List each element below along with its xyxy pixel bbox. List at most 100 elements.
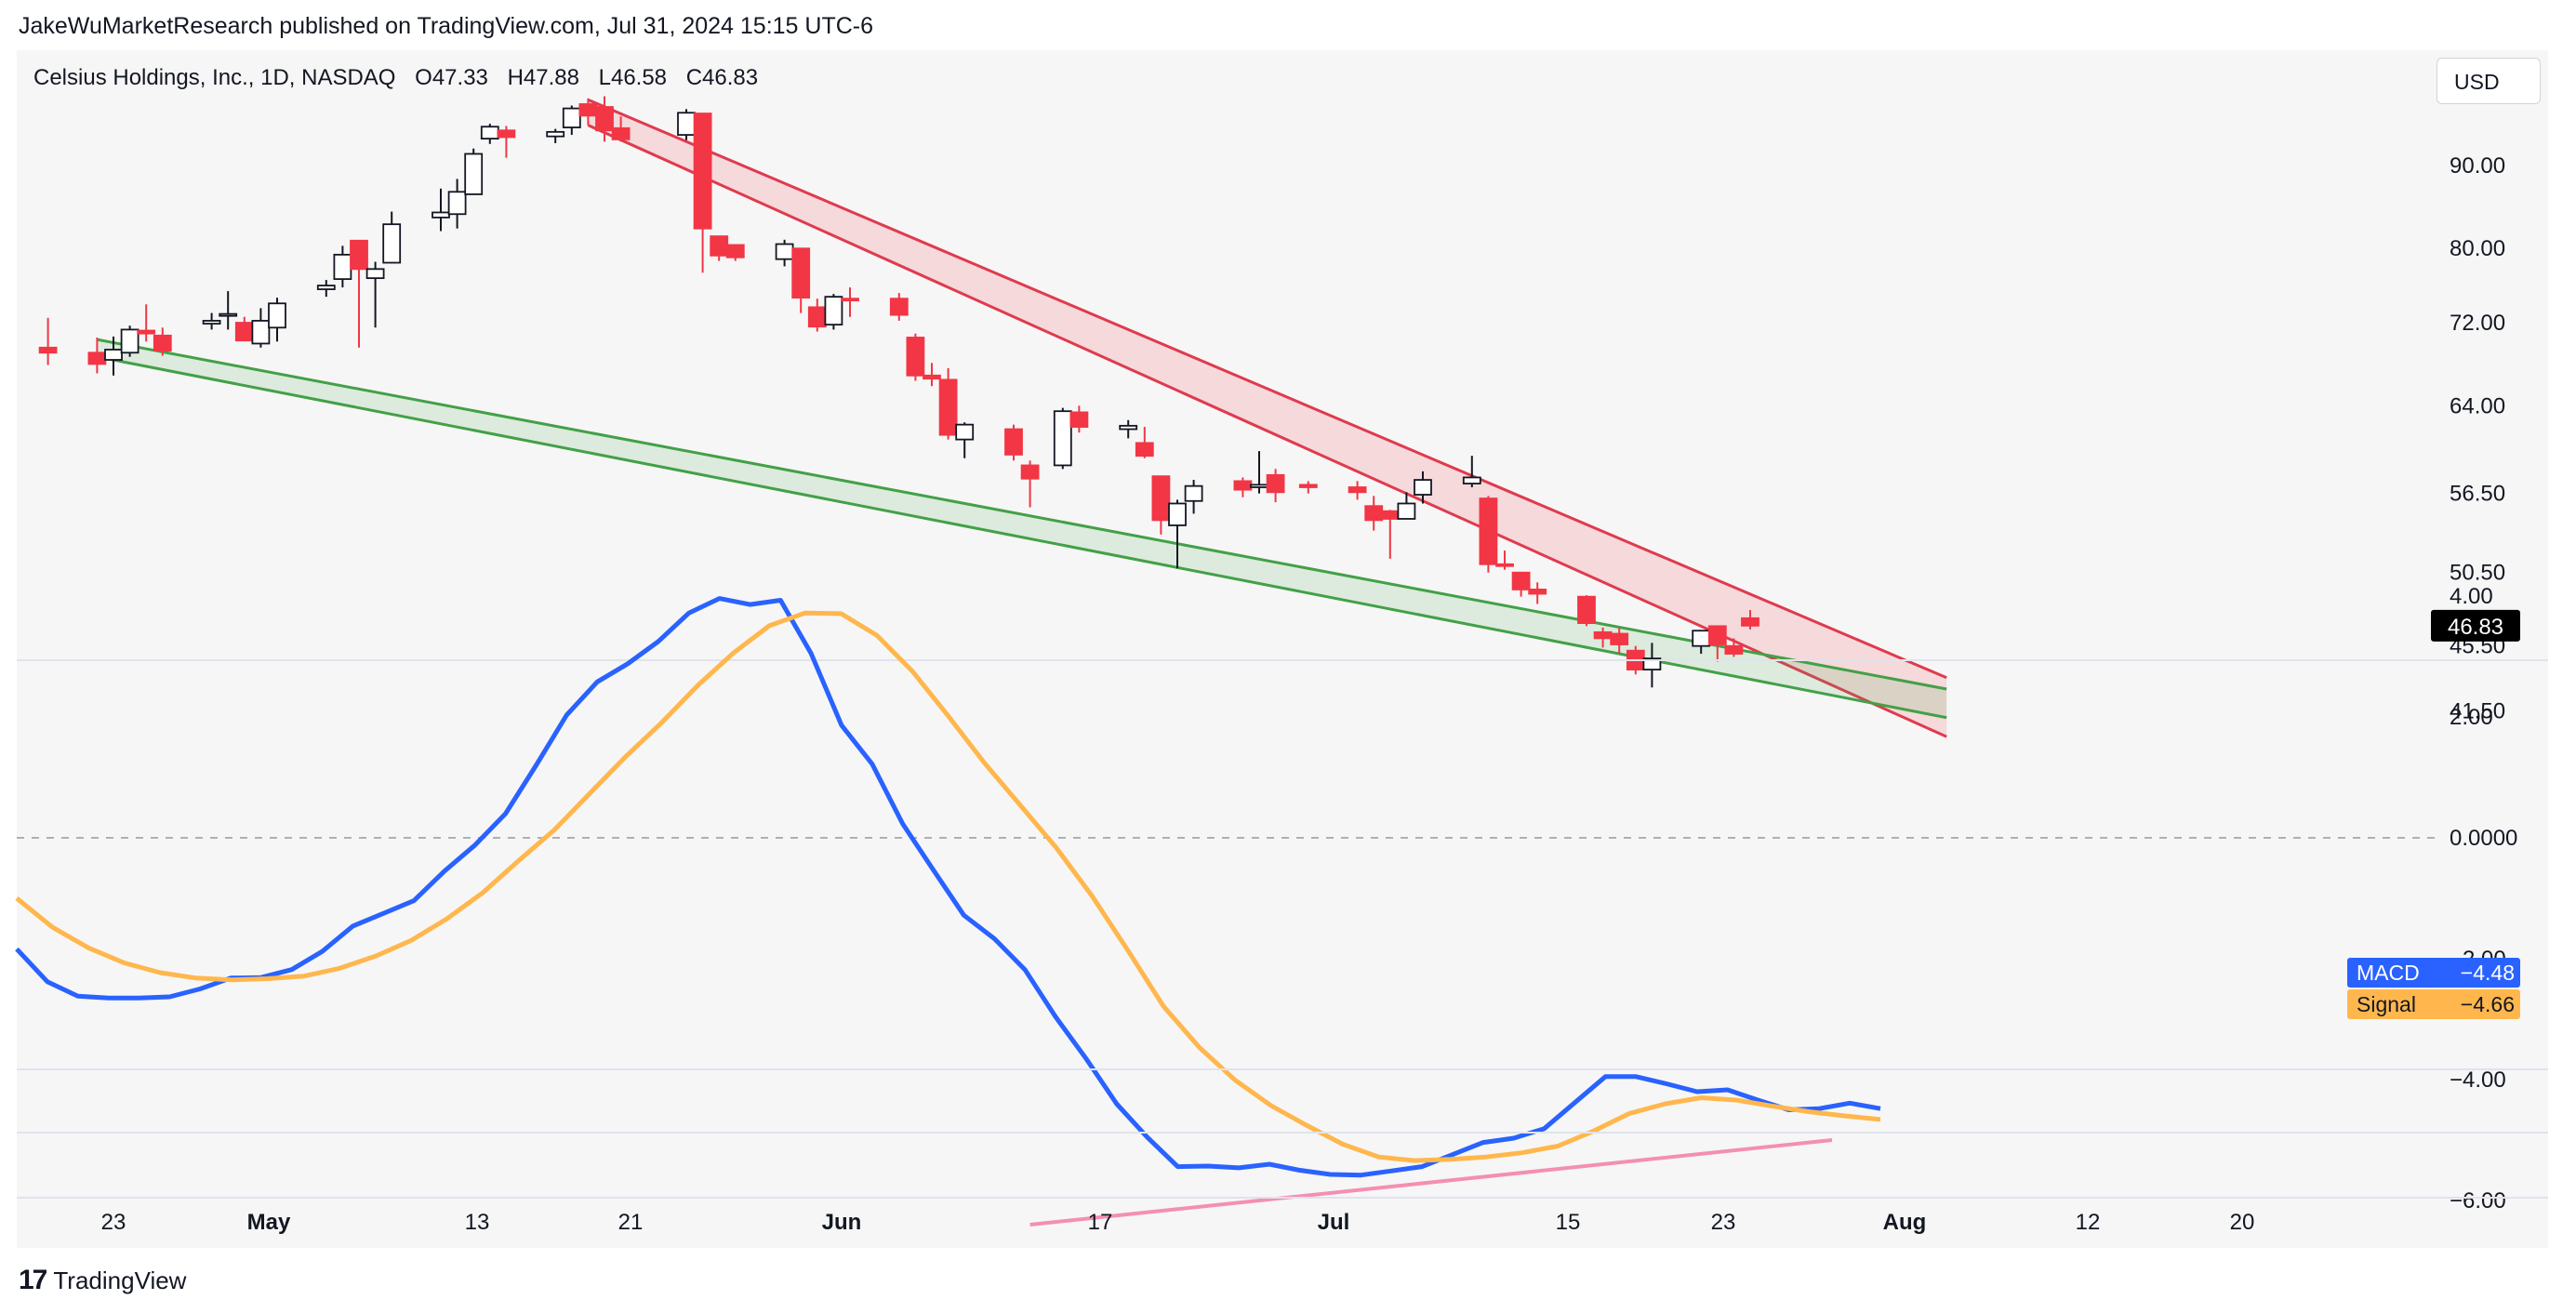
candle[interactable] xyxy=(153,327,172,356)
candle[interactable] xyxy=(464,148,484,195)
time-axis: 23 May 13 21 Jun 17 Jul 15 23 Aug 12 20 xyxy=(101,1210,2255,1235)
candle[interactable] xyxy=(841,287,859,317)
candle[interactable] xyxy=(1168,499,1187,569)
channel-line-upper[interactable] xyxy=(587,98,1947,680)
candle-body xyxy=(350,239,368,271)
candle[interactable] xyxy=(725,244,745,261)
candle[interactable] xyxy=(791,247,811,313)
candle[interactable] xyxy=(1053,407,1072,470)
macd-pane[interactable]: 4.002.000.0000−2.00−4.00−6.00MACD−4.48Si… xyxy=(15,584,2520,1227)
series-badge-value: −4.48 xyxy=(2461,961,2515,985)
symbol-title[interactable]: Celsius Holdings, Inc., 1D, NASDAQ xyxy=(33,65,396,90)
candle[interactable] xyxy=(824,294,843,330)
candle[interactable] xyxy=(1135,427,1154,458)
candle[interactable] xyxy=(1069,405,1089,433)
candle[interactable] xyxy=(1528,582,1547,604)
channel-band-lower[interactable] xyxy=(97,339,1947,718)
candle[interactable] xyxy=(480,124,499,144)
candle[interactable] xyxy=(1119,419,1138,439)
candle[interactable] xyxy=(120,325,139,357)
time-tick-label: May xyxy=(247,1210,291,1235)
candle[interactable] xyxy=(595,96,614,142)
candle[interactable] xyxy=(955,422,975,458)
channel-line-lower[interactable] xyxy=(97,338,1947,691)
time-tick-label: 21 xyxy=(618,1210,644,1235)
time-tick-label: 15 xyxy=(1556,1210,1581,1235)
candle[interactable] xyxy=(1462,456,1481,487)
time-tick-label: 12 xyxy=(2076,1210,2101,1235)
candle[interactable] xyxy=(1741,610,1759,630)
candle-body xyxy=(775,243,794,260)
chart-background xyxy=(17,50,2548,1248)
candle[interactable] xyxy=(562,105,581,136)
candle[interactable] xyxy=(104,336,123,376)
candle[interactable] xyxy=(316,280,336,298)
candle[interactable] xyxy=(1020,460,1040,508)
candle[interactable] xyxy=(1414,471,1432,504)
candle[interactable] xyxy=(1348,481,1367,500)
candle[interactable] xyxy=(38,317,58,365)
candle-body xyxy=(1610,632,1629,645)
candle-body xyxy=(87,351,107,365)
candle[interactable] xyxy=(268,298,286,342)
candle[interactable] xyxy=(889,293,909,321)
candle[interactable] xyxy=(219,291,238,330)
symbol-legend: Celsius Holdings, Inc., 1D, NASDAQ O47.3… xyxy=(33,65,771,91)
candle[interactable] xyxy=(938,367,958,440)
candle-body xyxy=(38,346,58,354)
macd-tick-label: 4.00 xyxy=(2450,584,2493,609)
candle[interactable] xyxy=(693,113,712,273)
candle[interactable] xyxy=(906,333,925,381)
candle[interactable] xyxy=(1610,627,1629,655)
last-price-label: 46.83 xyxy=(2448,615,2503,640)
candle[interactable] xyxy=(546,128,565,143)
candle[interactable] xyxy=(350,239,368,348)
candle[interactable] xyxy=(497,126,516,158)
macd-tick-label: 2.00 xyxy=(2450,705,2493,730)
candle[interactable] xyxy=(202,312,221,330)
candle-body xyxy=(219,312,238,317)
candle[interactable] xyxy=(1397,492,1416,520)
candle[interactable] xyxy=(611,116,631,142)
candle[interactable] xyxy=(1577,595,1596,627)
candle-body xyxy=(1642,657,1662,670)
candle[interactable] xyxy=(1724,638,1744,657)
candle[interactable] xyxy=(382,211,402,264)
candle-body xyxy=(1069,411,1089,428)
channel-band-upper[interactable] xyxy=(588,99,1947,737)
candle[interactable] xyxy=(1495,550,1514,570)
candle[interactable] xyxy=(432,188,450,232)
macd-trendline[interactable] xyxy=(1029,1138,1833,1227)
candle-body xyxy=(1168,502,1187,526)
price-pane[interactable]: 90.0080.0072.0064.0056.5050.5045.5041.50… xyxy=(17,50,2520,738)
candle-body xyxy=(841,298,859,302)
candle[interactable] xyxy=(923,363,941,387)
candle[interactable] xyxy=(137,304,156,342)
candle[interactable] xyxy=(1642,643,1662,688)
candle[interactable] xyxy=(1266,469,1285,503)
candle-body xyxy=(234,322,254,342)
currency-button[interactable]: USD xyxy=(2437,58,2541,104)
candle[interactable] xyxy=(1298,481,1318,494)
candle[interactable] xyxy=(1184,480,1203,514)
candle-body xyxy=(1414,479,1432,496)
macd-tick-label: −4.00 xyxy=(2450,1068,2506,1093)
candle[interactable] xyxy=(1004,424,1023,461)
candle-body xyxy=(710,235,729,257)
candle[interactable] xyxy=(1479,496,1498,573)
candle[interactable] xyxy=(1511,571,1531,597)
candle[interactable] xyxy=(365,261,385,328)
candle[interactable] xyxy=(447,179,467,229)
candle-body xyxy=(1511,571,1531,590)
macd-series-signal[interactable] xyxy=(15,610,1881,1163)
candle[interactable] xyxy=(1151,475,1171,535)
candle-body xyxy=(1348,486,1367,494)
candle[interactable] xyxy=(775,239,794,267)
candle[interactable] xyxy=(677,109,696,140)
macd-series-macd[interactable] xyxy=(15,596,1881,1178)
candle[interactable] xyxy=(251,308,271,348)
tradingview-brand[interactable]: 17 TradingView xyxy=(19,1265,186,1296)
candle-body xyxy=(1479,497,1498,565)
candle[interactable] xyxy=(1707,625,1727,662)
